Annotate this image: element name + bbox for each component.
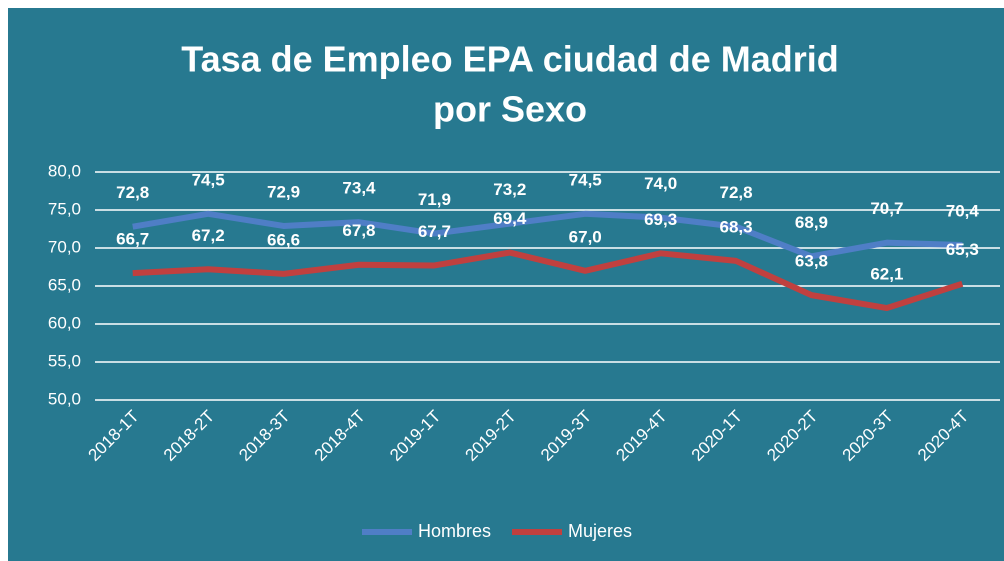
series-line <box>132 210 963 260</box>
data-label: 67,8 <box>342 221 375 240</box>
data-label: 72,8 <box>719 183 752 202</box>
y-tick-label: 60,0 <box>48 313 81 332</box>
y-tick-label: 50,0 <box>48 389 81 408</box>
y-tick-label: 80,0 <box>48 161 81 180</box>
data-label: 74,0 <box>644 174 677 193</box>
y-tick-label: 70,0 <box>48 237 81 256</box>
data-label: 67,7 <box>418 222 451 241</box>
data-label: 72,8 <box>116 183 149 202</box>
data-label: 72,9 <box>267 182 300 201</box>
y-tick-label: 75,0 <box>48 199 81 218</box>
series-line <box>132 249 964 312</box>
data-label: 70,4 <box>946 201 980 220</box>
data-label: 66,7 <box>116 230 149 249</box>
data-label: 74,5 <box>192 170 225 189</box>
y-tick-label: 65,0 <box>48 275 81 294</box>
legend-label: Hombres <box>418 521 491 541</box>
data-label: 62,1 <box>870 265 903 284</box>
legend-label: Mujeres <box>568 521 632 541</box>
chart-background <box>8 8 1004 561</box>
data-label: 63,8 <box>795 252 828 271</box>
data-label: 73,2 <box>493 180 526 199</box>
data-label: 65,3 <box>946 240 979 259</box>
data-label: 69,4 <box>493 209 527 228</box>
y-tick-label: 55,0 <box>48 351 81 370</box>
data-label: 67,2 <box>192 226 225 245</box>
chart-title: Tasa de Empleo EPA ciudad de Madrid <box>181 39 838 80</box>
data-label: 69,3 <box>644 210 677 229</box>
data-label: 74,5 <box>569 170 602 189</box>
data-label: 73,4 <box>342 179 376 198</box>
data-label: 67,0 <box>569 227 602 246</box>
data-label: 71,9 <box>418 190 451 209</box>
data-label: 68,3 <box>719 217 752 236</box>
data-label: 70,7 <box>870 199 903 218</box>
data-label: 68,9 <box>795 213 828 232</box>
data-label: 66,6 <box>267 230 300 249</box>
chart-title: por Sexo <box>433 89 587 130</box>
